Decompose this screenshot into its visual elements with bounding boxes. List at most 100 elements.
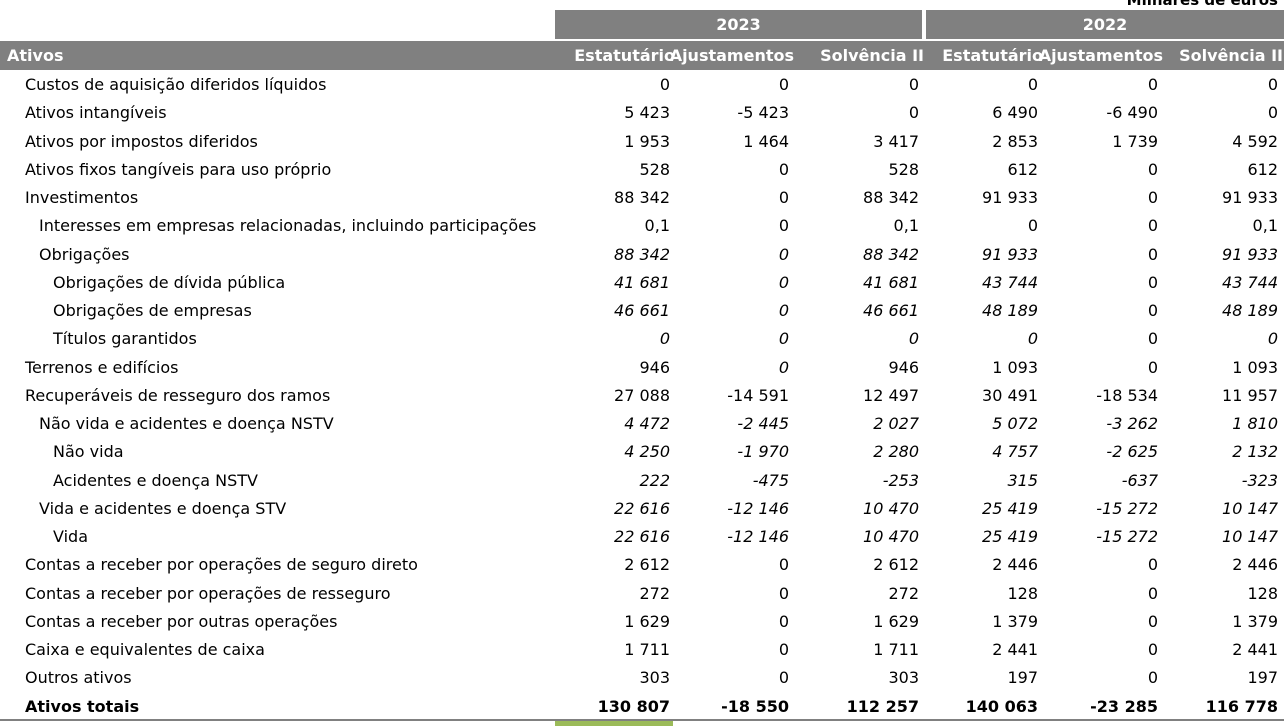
row-label: Obrigações bbox=[39, 244, 130, 264]
cell-estatutario-2023: 5 423 bbox=[624, 103, 670, 123]
table-row: Obrigações 88 342 0 88 342 91 933 0 91 933 bbox=[0, 241, 1284, 269]
row-label: Ativos fixos tangíveis para uso próprio bbox=[25, 159, 332, 179]
cell-solvencia-2022: 2 441 bbox=[1232, 640, 1278, 659]
cell-estatutario-2022: 4 757 bbox=[992, 442, 1038, 462]
row-label: Contas a receber por operações de resseg… bbox=[25, 583, 391, 603]
header-divider bbox=[555, 39, 922, 41]
cell-estatutario-2023: 41 681 bbox=[614, 272, 670, 292]
cell-solvencia-2022: 48 189 bbox=[1222, 301, 1278, 320]
cell-ajustamentos-2023: 1 464 bbox=[743, 131, 789, 151]
cell-ajustamentos-2023: 0 bbox=[778, 611, 789, 631]
cell-ajustamentos-2022: -2 625 bbox=[1106, 442, 1158, 462]
row-label: Vida bbox=[53, 527, 88, 546]
cell-estatutario-2023: 130 807 bbox=[597, 696, 670, 716]
cell-ajustamentos-2023: 0 bbox=[778, 272, 789, 292]
cell-solvencia-2022: 116 778 bbox=[1205, 696, 1278, 716]
highlight-marker bbox=[555, 721, 673, 726]
cell-estatutario-2023: 88 342 bbox=[614, 188, 670, 207]
cell-estatutario-2022: 91 933 bbox=[982, 244, 1038, 264]
col-header-ajustamentos-2023: Ajustamentos bbox=[669, 46, 794, 65]
cell-solvencia-2023: 2 612 bbox=[873, 555, 919, 575]
row-label: Acidentes e doença NSTV bbox=[53, 470, 258, 490]
cell-ajustamentos-2023: 0 bbox=[778, 216, 789, 236]
row-label: Interesses em empresas relacionadas, inc… bbox=[39, 216, 537, 236]
cell-estatutario-2023: 222 bbox=[639, 470, 670, 490]
cell-ajustamentos-2022: -15 272 bbox=[1096, 527, 1158, 546]
cell-solvencia-2023: 112 257 bbox=[846, 696, 919, 716]
cell-ajustamentos-2023: 0 bbox=[778, 188, 789, 207]
cell-ajustamentos-2022: 0 bbox=[1147, 583, 1158, 603]
cell-solvencia-2023: 10 470 bbox=[863, 527, 919, 546]
table-row: Títulos garantidos 0 0 0 0 0 0 bbox=[0, 325, 1284, 353]
cell-ajustamentos-2022: 0 bbox=[1147, 244, 1158, 264]
row-label: Caixa e equivalentes de caixa bbox=[25, 640, 265, 659]
cell-solvencia-2023: 88 342 bbox=[863, 188, 919, 207]
cell-ajustamentos-2023: 0 bbox=[778, 301, 789, 320]
column-header-row: Ativos Estatutário Ajustamentos Solvênci… bbox=[0, 41, 1284, 70]
cell-ajustamentos-2022: -23 285 bbox=[1090, 696, 1158, 716]
cell-estatutario-2023: 528 bbox=[639, 159, 670, 179]
cell-estatutario-2023: 4 250 bbox=[624, 442, 670, 462]
cell-estatutario-2023: 272 bbox=[639, 583, 670, 603]
table-row: Custos de aquisição diferidos líquidos 0 0… bbox=[0, 71, 1284, 99]
cell-estatutario-2022: 140 063 bbox=[965, 696, 1038, 716]
cell-solvencia-2022: 0 bbox=[1267, 329, 1278, 349]
cell-estatutario-2023: 46 661 bbox=[614, 301, 670, 320]
row-label: Recuperáveis de resseguro dos ramos bbox=[25, 385, 331, 405]
row-label: Ativos por impostos diferidos bbox=[25, 131, 258, 151]
cell-estatutario-2022: 5 072 bbox=[992, 414, 1038, 433]
cell-estatutario-2022: 0 bbox=[1027, 329, 1038, 349]
cell-estatutario-2022: 91 933 bbox=[982, 188, 1038, 207]
row-label: Investimentos bbox=[25, 188, 139, 207]
cell-solvencia-2023: 0,1 bbox=[893, 216, 919, 236]
col-header-ajustamentos-2022: Ajustamentos bbox=[1038, 46, 1163, 65]
table-row: Interesses em empresas relacionadas, inc… bbox=[0, 212, 1284, 240]
cell-solvencia-2023: 1 711 bbox=[873, 640, 919, 659]
cell-ajustamentos-2023: -14 591 bbox=[727, 385, 789, 405]
table-row: Não vida e acidentes e doença NSTV 4 472 -… bbox=[0, 410, 1284, 438]
cell-ajustamentos-2022: 0 bbox=[1147, 159, 1158, 179]
table-row: Caixa e equivalentes de caixa 1 711 0 1 711… bbox=[0, 636, 1284, 664]
table-row: Acidentes e doença NSTV 222 -475 -253 315 -63… bbox=[0, 467, 1284, 495]
table-row: Ativos fixos tangíveis para uso próprio 5… bbox=[0, 156, 1284, 184]
cell-estatutario-2022: 2 853 bbox=[992, 131, 1038, 151]
cell-ajustamentos-2023: 0 bbox=[778, 329, 789, 349]
table-row: Obrigações de empresas 46 661 0 46 661 48 18… bbox=[0, 297, 1284, 325]
cell-estatutario-2022: 25 419 bbox=[982, 498, 1038, 518]
row-label: Não vida bbox=[53, 442, 124, 462]
table-row: Investimentos 88 342 0 88 342 91 933 0 91 933 bbox=[0, 184, 1284, 212]
cell-estatutario-2022: 315 bbox=[1007, 470, 1038, 490]
cell-ajustamentos-2022: 0 bbox=[1147, 357, 1158, 377]
cell-ajustamentos-2022: -3 262 bbox=[1106, 414, 1158, 433]
cell-ajustamentos-2022: -15 272 bbox=[1096, 498, 1158, 518]
row-label: Outros ativos bbox=[25, 668, 132, 688]
cell-ajustamentos-2022: -18 534 bbox=[1096, 385, 1158, 405]
cell-ajustamentos-2023: 0 bbox=[778, 640, 789, 659]
cell-ajustamentos-2022: 0 bbox=[1147, 640, 1158, 659]
cell-estatutario-2022: 0 bbox=[1027, 75, 1038, 94]
cell-estatutario-2023: 1 711 bbox=[624, 640, 670, 659]
cell-solvencia-2022: 43 744 bbox=[1222, 272, 1278, 292]
cell-ajustamentos-2023: -1 970 bbox=[737, 442, 789, 462]
cell-solvencia-2022: 91 933 bbox=[1222, 188, 1278, 207]
cell-ajustamentos-2023: 0 bbox=[778, 244, 789, 264]
cell-estatutario-2023: 946 bbox=[639, 357, 670, 377]
cell-estatutario-2022: 43 744 bbox=[982, 272, 1038, 292]
table-row: Obrigações de dívida pública 41 681 0 41 68… bbox=[0, 269, 1284, 297]
cell-ajustamentos-2023: 0 bbox=[778, 583, 789, 603]
cell-ajustamentos-2022: 0 bbox=[1147, 611, 1158, 631]
cell-solvencia-2023: 10 470 bbox=[863, 498, 919, 518]
cell-estatutario-2023: 27 088 bbox=[614, 385, 670, 405]
cell-ajustamentos-2023: -12 146 bbox=[727, 498, 789, 518]
cell-solvencia-2023: 946 bbox=[888, 357, 919, 377]
unit-note: Milhares de euros bbox=[1126, 0, 1278, 9]
cell-solvencia-2022: 0 bbox=[1267, 103, 1278, 123]
cell-solvencia-2022: 2 132 bbox=[1232, 442, 1278, 462]
cell-solvencia-2022: 1 093 bbox=[1232, 357, 1278, 377]
cell-estatutario-2023: 0,1 bbox=[644, 216, 670, 236]
cell-ajustamentos-2023: -475 bbox=[752, 470, 789, 490]
cell-ajustamentos-2022: 0 bbox=[1147, 555, 1158, 575]
cell-estatutario-2022: 612 bbox=[1007, 159, 1038, 179]
cell-ajustamentos-2022: 0 bbox=[1147, 668, 1158, 688]
table-row: Vida 22 616 -12 146 10 470 25 419 -15 272 10 1… bbox=[0, 523, 1284, 551]
